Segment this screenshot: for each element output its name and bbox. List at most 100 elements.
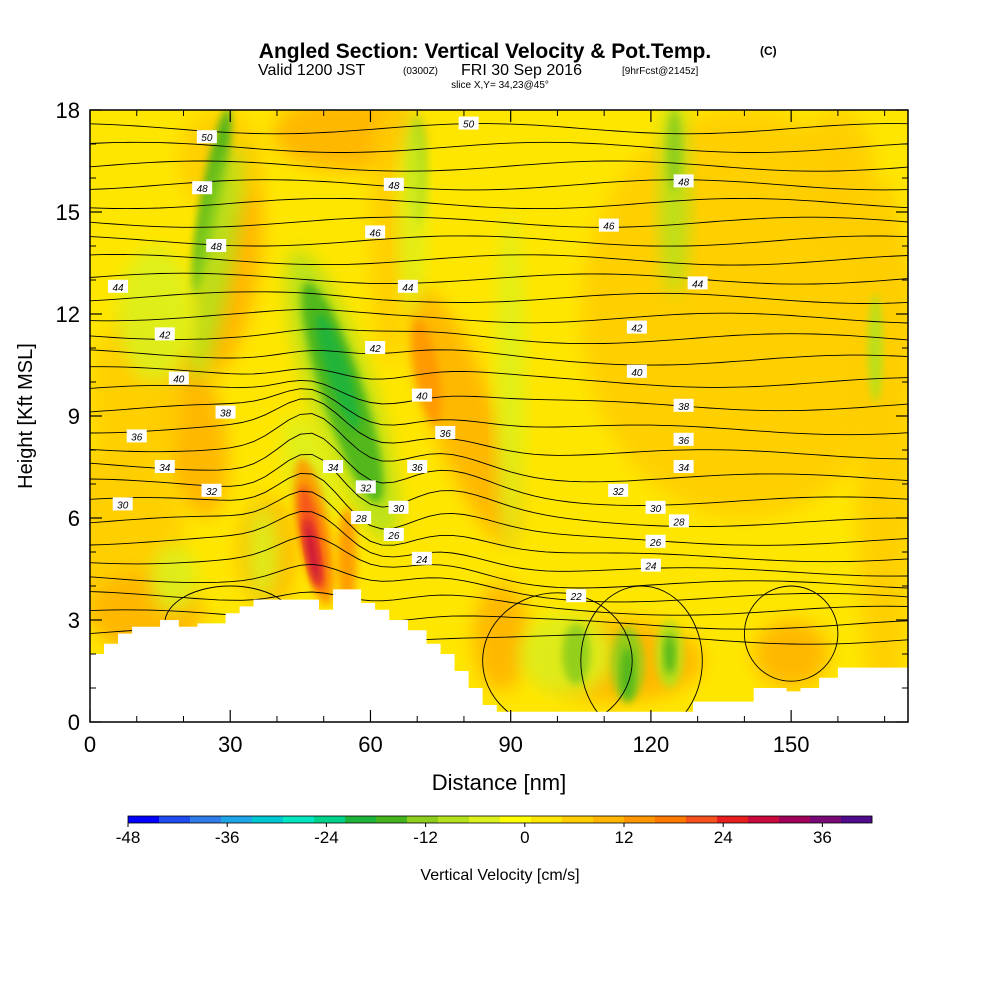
colorbar-swatch — [252, 816, 284, 823]
contour-label-text: 32 — [206, 487, 218, 498]
colorbar-swatch — [469, 816, 501, 823]
contour-label: 36 — [407, 460, 428, 474]
contour-label-text: 44 — [692, 279, 704, 290]
colorbar-swatch — [190, 816, 222, 823]
contour-label-text: 28 — [355, 514, 368, 525]
y-tick-label: 18 — [56, 98, 80, 123]
contour-label: 42 — [154, 327, 175, 341]
velocity-shade — [303, 518, 321, 586]
colorbar-swatch — [624, 816, 656, 823]
contour-label-text: 34 — [678, 463, 690, 474]
theta-contour-line — [90, 591, 908, 616]
contour-label: 48 — [192, 181, 213, 195]
subtitle-utc: (0300Z) — [403, 66, 438, 77]
contour-label-text: 22 — [570, 592, 583, 603]
slice-label: slice X,Y= 34,23@45° — [451, 80, 549, 91]
contour-label: 34 — [323, 460, 344, 474]
theta-contour-line — [90, 216, 908, 228]
contour-label: 32 — [608, 483, 629, 498]
velocity-shade — [411, 318, 442, 426]
theta-contour-line — [90, 179, 908, 191]
contour-label: 32 — [355, 480, 376, 494]
contour-label: 30 — [112, 497, 133, 511]
contour-label-text: 24 — [644, 562, 657, 573]
velocity-shade — [666, 110, 682, 192]
contour-label-text: 44 — [402, 283, 414, 294]
velocity-shade — [399, 110, 426, 314]
contour-label: 36 — [673, 432, 694, 447]
theta-contour-line — [90, 160, 908, 172]
subtitle-date: FRI 30 Sep 2016 — [461, 62, 582, 79]
contour-label: 28 — [668, 514, 689, 528]
velocity-shade — [316, 313, 360, 431]
colorbar-swatch — [779, 816, 811, 823]
contour-label: 46 — [365, 225, 386, 239]
contour-label-text: 30 — [393, 504, 405, 515]
colorbar-swatch — [531, 816, 563, 823]
contour-label: 48 — [206, 239, 227, 253]
contour-label: 40 — [168, 371, 189, 386]
theta-contour-line — [90, 308, 908, 324]
contour-label-text: 42 — [370, 344, 382, 355]
theta-contour-line — [90, 254, 908, 266]
contour-label: 42 — [626, 320, 647, 335]
contour-label: 24 — [411, 551, 432, 566]
contour-label-text: 38 — [678, 402, 690, 413]
contour-label: 50 — [458, 116, 479, 131]
contour-label: 40 — [411, 388, 432, 403]
contour-label: 28 — [351, 511, 372, 525]
theta-contour-line — [90, 398, 908, 460]
colorbar-frame — [127, 815, 873, 824]
colorbar-tick-label: -36 — [215, 828, 240, 847]
contour-label-text: 44 — [112, 283, 124, 294]
theta-contour-line — [90, 379, 908, 412]
theta-contour-line — [90, 563, 908, 603]
contour-label-text: 26 — [649, 538, 662, 549]
contour-label-text: 42 — [159, 330, 171, 341]
contour-label-text: 50 — [201, 133, 213, 144]
contour-label-text: 24 — [415, 555, 428, 566]
colorbar-swatch — [562, 816, 594, 823]
x-tick-label: 120 — [633, 732, 670, 757]
velocity-shade — [800, 110, 876, 246]
colorbar-swatch — [407, 816, 439, 823]
theta-contour-line — [90, 272, 908, 285]
colorbar-swatch — [841, 816, 873, 823]
contour-label-text: 26 — [387, 531, 400, 542]
theta-contour-line — [90, 366, 908, 388]
contour-label: 36 — [435, 426, 456, 440]
contour-labels: 50 50 48 48 48 48 46 46 44 44 44 42 42 42 40 40 40 38 38 36… — [108, 116, 708, 603]
velocity-shade — [337, 507, 357, 610]
colorbar-tick-label: 36 — [813, 828, 832, 847]
velocity-shade — [408, 287, 520, 545]
colorbar-swatch — [717, 816, 749, 823]
contour-label-text: 34 — [159, 463, 171, 474]
colorbar-swatch — [810, 816, 842, 823]
x-tick-label: 60 — [358, 732, 382, 757]
velocity-shade — [620, 647, 635, 702]
colorbar-tick-label: 12 — [615, 828, 634, 847]
theta-contour-line — [90, 291, 908, 304]
y-tick-label: 6 — [68, 506, 80, 531]
velocity-shade — [496, 212, 525, 552]
velocity-shade — [753, 620, 829, 688]
contour-label-text: 48 — [388, 181, 400, 192]
theta-contour-line — [90, 413, 908, 483]
contour-label-text: 40 — [416, 392, 428, 403]
colorbar-swatch — [314, 816, 346, 823]
colorbar: -48 -36 -24 -12 0 12 24 36 — [116, 815, 873, 847]
contour-label-text: 36 — [412, 463, 424, 474]
colorbar-swatch — [376, 816, 408, 823]
colorbar-swatch — [655, 816, 687, 823]
colorbar-tick-label: -12 — [413, 828, 438, 847]
contour-label-text: 32 — [613, 487, 625, 498]
contour-label-text: 36 — [678, 436, 690, 447]
theta-contour-line — [90, 432, 908, 506]
colorbar-tick-label: 24 — [714, 828, 733, 847]
contour-label-text: 36 — [131, 432, 143, 443]
chart-title-unit: (C) — [760, 44, 777, 58]
terrain — [90, 589, 908, 722]
colorbar-swatch — [283, 816, 315, 823]
contour-label: 34 — [673, 460, 694, 474]
